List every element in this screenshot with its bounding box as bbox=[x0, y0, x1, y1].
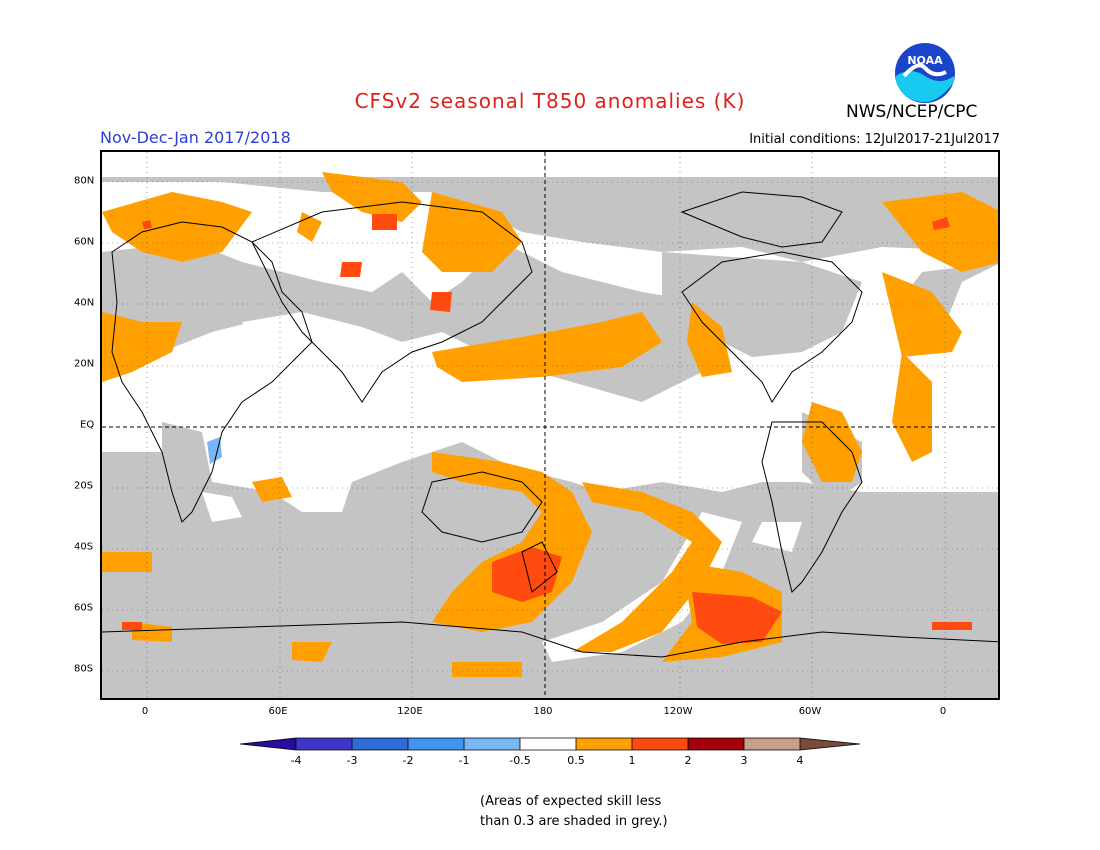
lon-label: 120W bbox=[663, 706, 693, 717]
colorbar-label: -1 bbox=[458, 754, 470, 767]
lat-label: 80N bbox=[74, 175, 95, 187]
colorbar-segment bbox=[464, 738, 520, 750]
colorbar-label: 3 bbox=[740, 754, 748, 767]
warm-anomaly-areas bbox=[102, 172, 998, 677]
low-skill-shading bbox=[102, 177, 998, 698]
map-canvas bbox=[102, 152, 998, 698]
initial-conditions-label: Initial conditions: 12Jul2017-21Jul2017 bbox=[749, 132, 1000, 147]
colorbar-label: 4 bbox=[796, 754, 804, 767]
colorbar-label: -3 bbox=[346, 754, 358, 767]
colorbar-label: 0.5 bbox=[567, 754, 585, 767]
colorbar-label: -2 bbox=[402, 754, 414, 767]
colorbar-segment bbox=[688, 738, 744, 750]
lat-label: 60N bbox=[74, 236, 95, 248]
lat-label: 20S bbox=[74, 480, 94, 492]
lon-label: 180 bbox=[533, 706, 553, 717]
anomaly-map bbox=[100, 150, 1000, 700]
lon-label: 0 bbox=[141, 706, 149, 717]
colorbar-segment bbox=[632, 738, 688, 750]
chart-title: CFSv2 seasonal T850 anomalies (K) bbox=[354, 89, 746, 113]
colorbar-segment bbox=[240, 738, 296, 750]
lon-label: 0 bbox=[939, 706, 947, 717]
colorbar-label: -4 bbox=[290, 754, 302, 767]
colorbar-segment bbox=[800, 738, 860, 750]
lat-label: 40S bbox=[74, 541, 94, 553]
colorbar-label: 1 bbox=[628, 754, 636, 767]
cool-anomaly-area bbox=[207, 437, 222, 464]
footnote-line: (Areas of expected skill less bbox=[480, 794, 662, 809]
lon-label: 60E bbox=[268, 706, 288, 717]
noaa-logo: NOAA bbox=[895, 43, 955, 103]
lon-label: 120E bbox=[397, 706, 423, 717]
logo-text: NOAA bbox=[907, 54, 943, 67]
colorbar bbox=[240, 737, 860, 751]
lat-label: 20N bbox=[74, 358, 95, 370]
graticule bbox=[102, 152, 998, 698]
lat-label: 80S bbox=[74, 663, 94, 675]
lat-label: 40N bbox=[74, 297, 95, 309]
colorbar-segment bbox=[352, 738, 408, 750]
colorbar-label: 2 bbox=[684, 754, 692, 767]
colorbar-segment bbox=[744, 738, 800, 750]
colorbar-segment bbox=[520, 738, 576, 750]
footnote-line: than 0.3 are shaded in grey.) bbox=[480, 814, 668, 829]
lon-label: 60W bbox=[798, 706, 822, 717]
colorbar-label: -0.5 bbox=[509, 754, 531, 767]
lat-label: EQ bbox=[80, 419, 95, 431]
colorbar-segment bbox=[576, 738, 632, 750]
lat-label: 60S bbox=[74, 602, 94, 614]
footnote: (Areas of expected skill less than 0.3 a… bbox=[480, 792, 668, 832]
season-label: Nov-Dec-Jan 2017/2018 bbox=[100, 128, 291, 147]
agency-label: NWS/NCEP/CPC bbox=[846, 102, 978, 122]
colorbar-segment bbox=[296, 738, 352, 750]
colorbar-segment bbox=[408, 738, 464, 750]
